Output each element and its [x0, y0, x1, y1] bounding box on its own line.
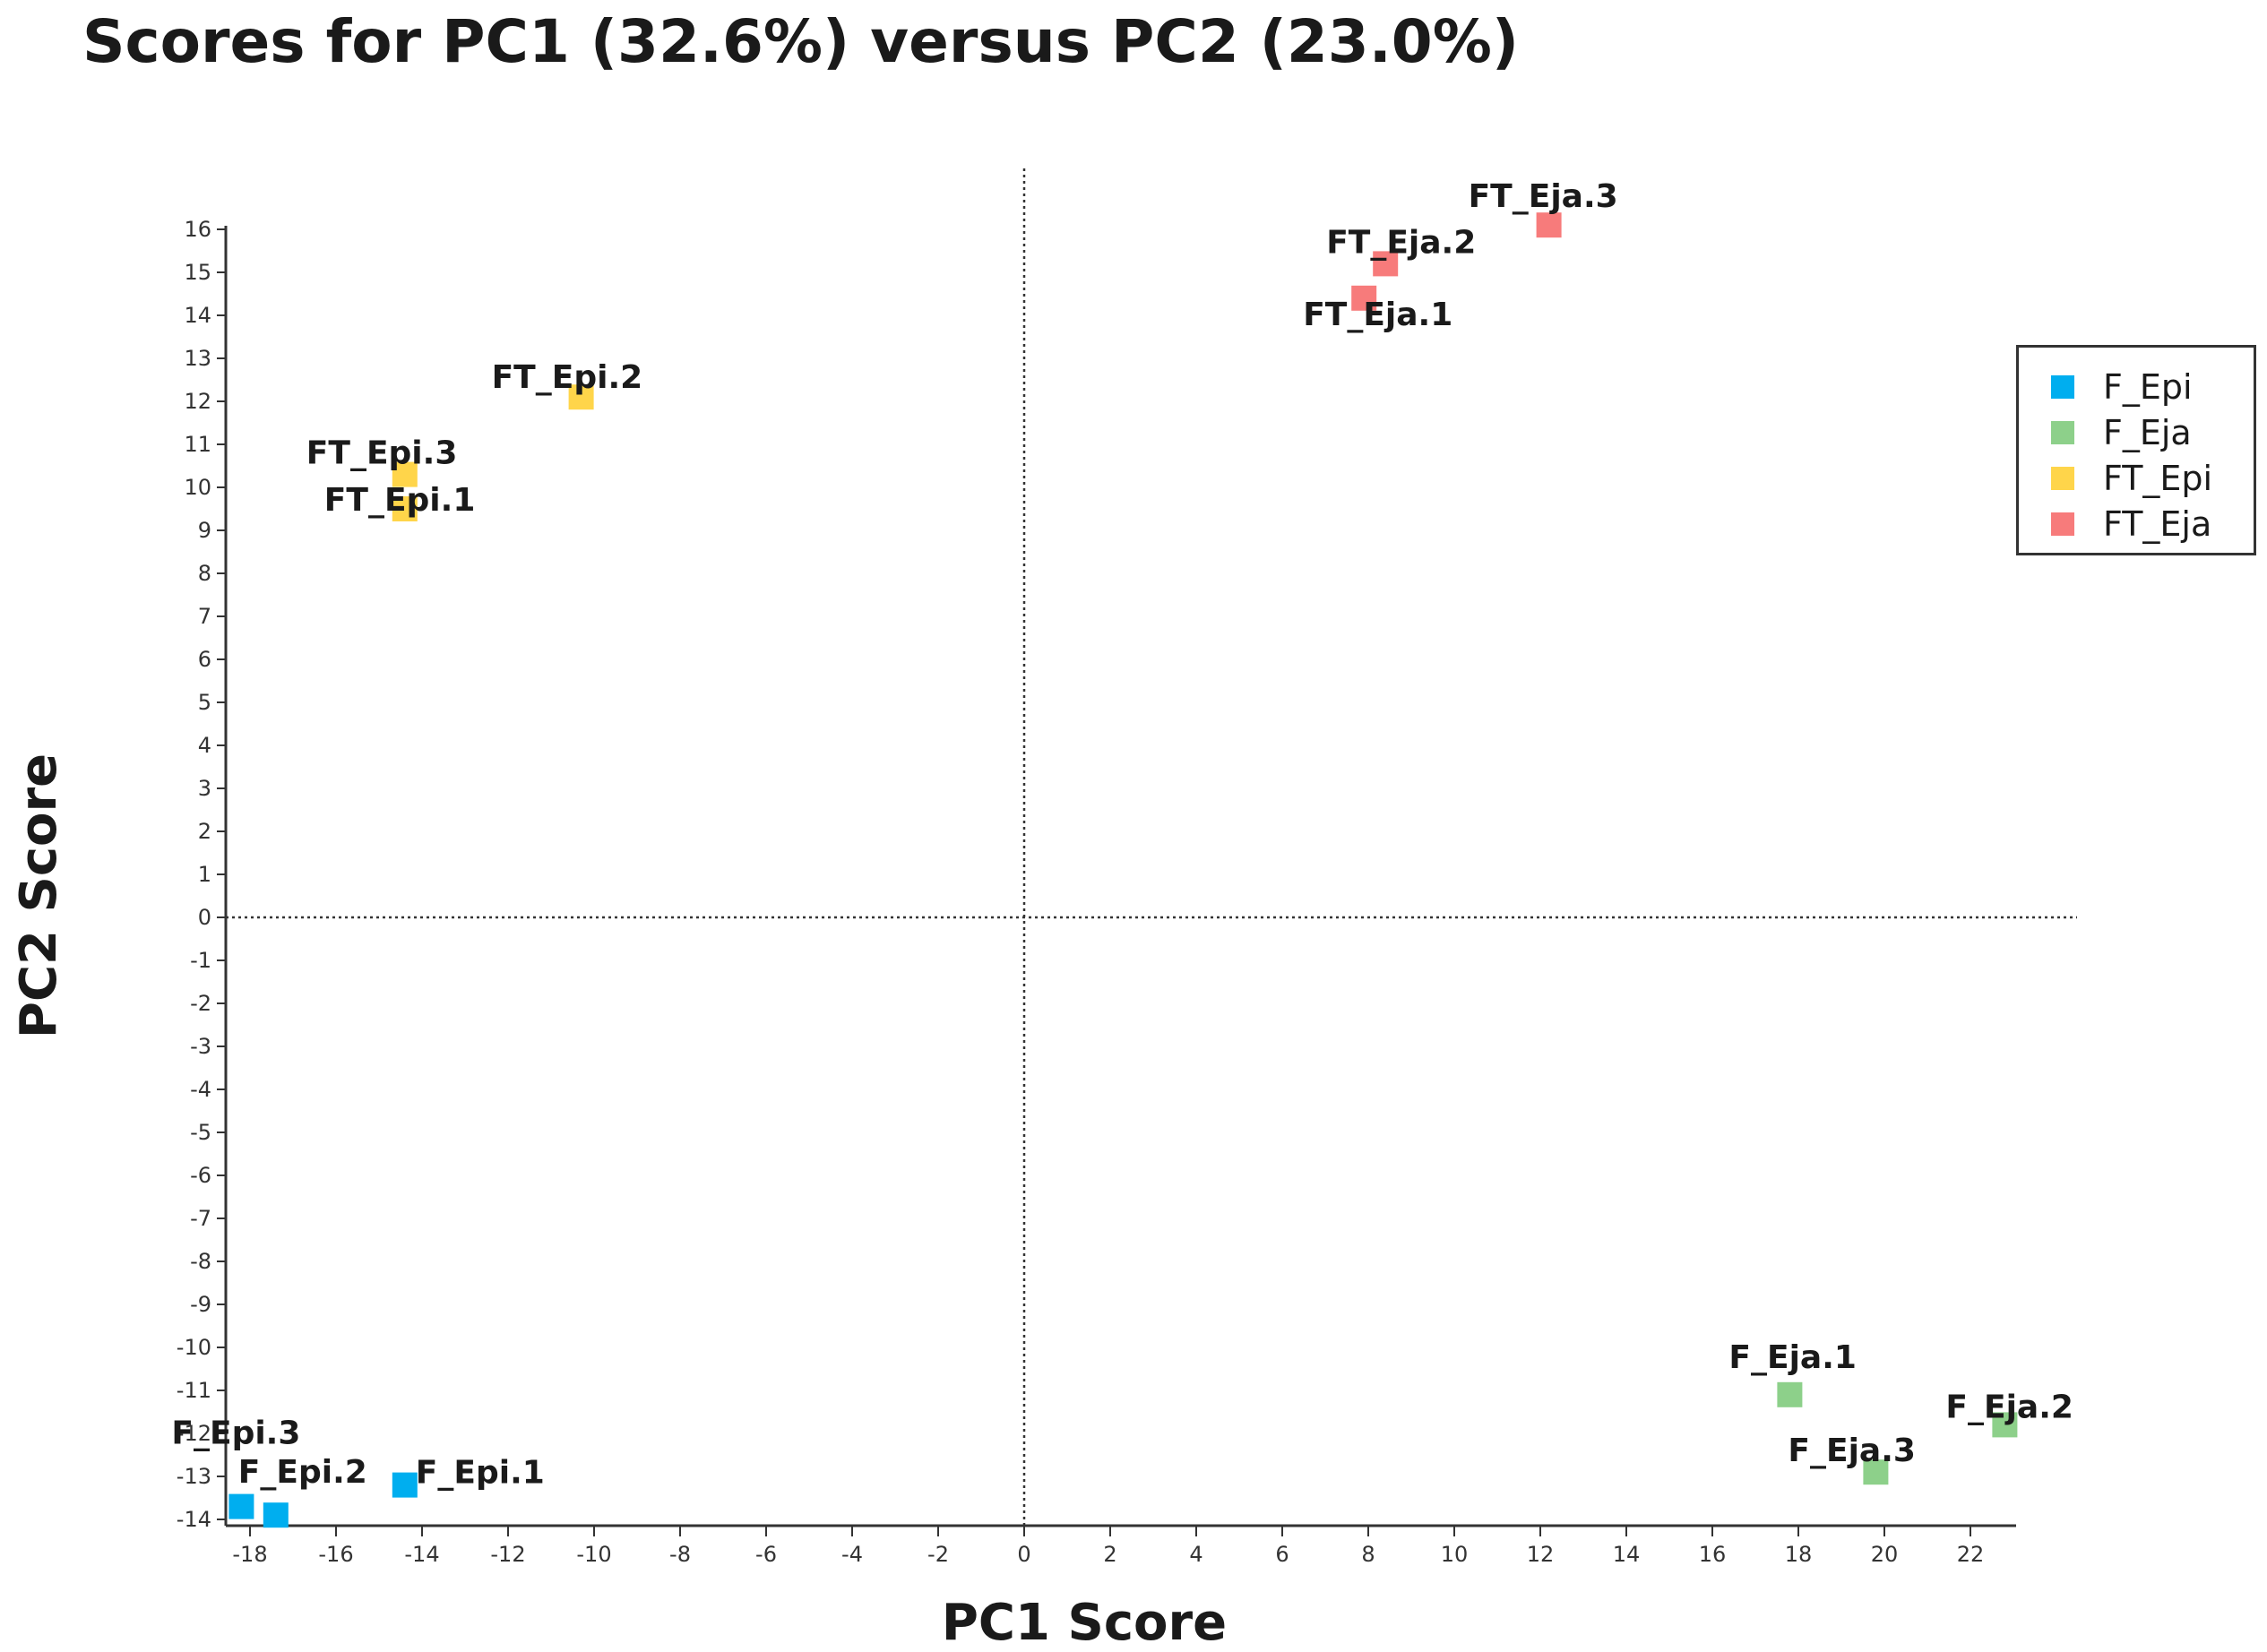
x-axis-ticks: -18 -16 -14 -12 -10 -8 -6 -4 -2 0 2 4 6 8 10 12 14 16 18 20… [232, 1526, 1984, 1567]
x-tick-label: 10 [1441, 1542, 1469, 1567]
x-tick-label: -16 [318, 1542, 353, 1567]
x-tick-label: -10 [576, 1542, 611, 1567]
data-point-f-eja-2 [1992, 1412, 2018, 1438]
x-tick-label: 6 [1275, 1542, 1289, 1567]
data-points [228, 212, 2018, 1528]
point-label: F_Eja.2 [1945, 1389, 2073, 1425]
point-label: FT_Eja.3 [1469, 178, 1618, 215]
y-tick-label: 4 [198, 733, 211, 758]
y-tick-label: 16 [184, 217, 211, 242]
point-label: FT_Epi.1 [324, 482, 476, 519]
point-label: F_Epi.3 [171, 1415, 300, 1452]
point-label: F_Eja.3 [1788, 1433, 1916, 1469]
x-tick-label: 8 [1361, 1542, 1375, 1567]
data-point-f-epi-1 [392, 1472, 418, 1498]
y-tick-label: 5 [198, 690, 211, 715]
y-tick-label: 14 [184, 303, 211, 328]
axes [224, 226, 2016, 1527]
y-tick-label: -1 [190, 948, 211, 973]
x-tick-label: -12 [490, 1542, 525, 1567]
point-label: F_Epi.2 [238, 1454, 367, 1491]
point-labels: F_Epi.1 F_Epi.2F_Epi.3 F_Eja.1 F_Eja.2 F_Eja… [171, 178, 2073, 1491]
legend-swatch [2051, 374, 2074, 399]
legend-item: F_Eja [2051, 409, 2254, 455]
x-tick-label: -8 [669, 1542, 691, 1567]
y-axis-ticks: 161514131211109876543210-1-2-3-4-5-6-7-8… [177, 217, 226, 1532]
y-tick-label: 0 [198, 905, 211, 930]
y-tick-label: -3 [190, 1034, 211, 1059]
legend-label: FT_Epi [2103, 458, 2213, 498]
x-tick-label: -14 [404, 1542, 439, 1567]
x-tick-label: 4 [1189, 1542, 1202, 1567]
y-tick-label: 12 [184, 389, 211, 414]
x-tick-label: -6 [755, 1542, 777, 1567]
y-tick-label: -8 [190, 1249, 211, 1274]
legend-label: F_Eja [2103, 412, 2192, 452]
y-tick-label: -13 [177, 1464, 211, 1489]
point-label: F_Epi.1 [416, 1455, 545, 1492]
x-tick-label: -18 [232, 1542, 267, 1567]
data-point-f-eja-1 [1777, 1381, 1803, 1407]
y-tick-label: -11 [177, 1378, 211, 1403]
data-point-ft-eja-3 [1536, 212, 1562, 238]
x-tick-label: 22 [1957, 1542, 1985, 1567]
data-point-ft-epi-3 [392, 461, 418, 487]
point-label: FT_Eja.1 [1303, 297, 1452, 333]
x-tick-label: 2 [1103, 1542, 1116, 1567]
x-tick-label: -2 [927, 1542, 949, 1567]
y-tick-label: 15 [184, 260, 211, 285]
legend-swatch [2051, 420, 2074, 444]
y-tick-label: -12 [177, 1421, 211, 1446]
data-point-f-epi-3 [228, 1493, 254, 1519]
x-tick-label: 16 [1699, 1542, 1727, 1567]
y-tick-label: 8 [198, 561, 211, 586]
x-tick-label: -4 [841, 1542, 863, 1567]
data-point-ft-epi-2 [568, 384, 594, 410]
y-tick-label: -2 [190, 991, 211, 1016]
y-tick-label: -14 [177, 1507, 211, 1532]
y-tick-label: 9 [198, 518, 211, 543]
point-label: F_Eja.1 [1728, 1339, 1857, 1376]
y-tick-label: 1 [198, 862, 211, 887]
y-tick-label: 2 [198, 819, 211, 844]
y-tick-label: 6 [198, 647, 211, 672]
data-point-ft-eja-1 [1351, 285, 1377, 311]
data-point-ft-eja-2 [1373, 251, 1399, 277]
legend-item: F_Epi [2051, 364, 2254, 409]
legend: F_Epi F_Eja FT_Epi FT_Eja [2016, 345, 2256, 555]
x-tick-label: 18 [1785, 1542, 1813, 1567]
x-tick-label: 12 [1527, 1542, 1555, 1567]
x-tick-label: 14 [1613, 1542, 1641, 1567]
y-tick-label: 11 [184, 432, 211, 457]
legend-item: FT_Eja [2051, 501, 2254, 546]
data-point-f-eja-3 [1863, 1459, 1889, 1485]
reference-lines [226, 168, 2077, 1526]
y-tick-label: 3 [198, 776, 211, 801]
y-tick-label: -6 [190, 1163, 211, 1188]
legend-item: FT_Epi [2051, 455, 2254, 501]
x-tick-label: 20 [1871, 1542, 1899, 1567]
y-tick-label: 7 [198, 604, 211, 629]
y-tick-label: -9 [190, 1292, 211, 1317]
x-axis-label: PC1 Score [942, 1594, 1227, 1652]
legend-swatch [2051, 466, 2074, 490]
y-tick-label: 10 [184, 475, 211, 500]
chart-title: Scores for PC1 (32.6%) versus PC2 (23.0%… [82, 7, 1520, 76]
y-tick-label: 13 [184, 346, 211, 371]
y-tick-label: -4 [190, 1077, 211, 1102]
y-tick-label: -5 [190, 1120, 211, 1145]
legend-label: FT_Eja [2103, 503, 2212, 544]
legend-swatch [2051, 512, 2074, 536]
data-point-ft-epi-1 [392, 496, 418, 521]
y-tick-label: -10 [177, 1335, 211, 1360]
point-label: FT_Epi.2 [492, 359, 643, 396]
x-tick-label: 0 [1017, 1542, 1030, 1567]
y-tick-label: -7 [190, 1206, 211, 1231]
point-label: FT_Eja.2 [1326, 224, 1476, 261]
legend-label: F_Epi [2103, 366, 2193, 407]
point-label: FT_Epi.3 [306, 435, 458, 472]
y-axis-label: PC2 Score [10, 753, 68, 1038]
data-point-f-epi-2 [263, 1502, 289, 1528]
